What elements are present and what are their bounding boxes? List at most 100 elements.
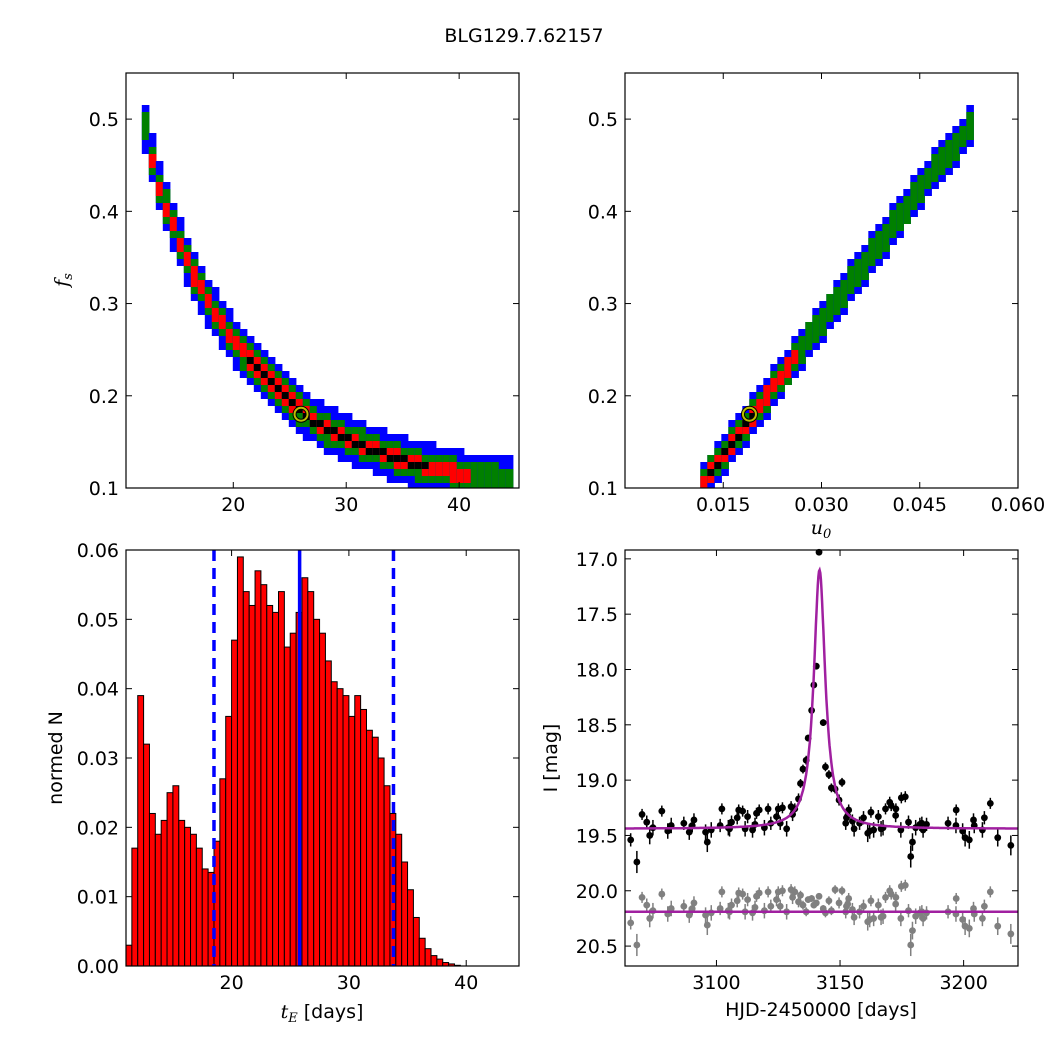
contour-cell-core (330, 427, 339, 434)
residual-point (808, 895, 816, 902)
y-tick-label: 0.02 (77, 817, 119, 839)
contour-cell-1-sigma (232, 336, 241, 350)
contour-cell-core (714, 462, 722, 469)
data-point (850, 825, 858, 833)
contour-cell-1-sigma (756, 399, 764, 413)
contour-cell-core (323, 427, 332, 434)
residual-point (845, 895, 853, 902)
residual-point (986, 888, 994, 896)
x-tick-label: 30 (334, 494, 358, 516)
residual-point (882, 894, 889, 901)
residual-point (979, 915, 986, 922)
data-point (779, 804, 786, 812)
residual-point (980, 902, 988, 910)
histogram-bar (225, 715, 233, 967)
y-tick-label: 19.5 (576, 825, 618, 847)
residual-point (892, 900, 900, 908)
histogram-bar (266, 604, 274, 967)
histogram-bar (383, 785, 391, 967)
x-axis-label: HJD-2450000 [days] (725, 999, 917, 1021)
histogram-bar (242, 591, 250, 967)
contour-cell-core (742, 420, 750, 427)
contour-cell-1-sigma (218, 315, 227, 329)
residual-point (892, 894, 900, 901)
residual-point (755, 889, 763, 897)
histogram-bar (201, 868, 209, 967)
histogram-bar (395, 833, 403, 967)
residual-point (718, 888, 726, 896)
contour-cell-2-sigma (505, 469, 514, 488)
histogram-bar (236, 556, 244, 967)
histogram-bar (360, 708, 367, 967)
contour-cell-1-sigma (791, 350, 799, 364)
histogram-bar (184, 826, 192, 967)
contour-cell-2-sigma (861, 252, 869, 280)
residual-point (867, 897, 875, 905)
residual-point (728, 901, 735, 909)
data-point (867, 808, 875, 816)
histogram-bar (436, 958, 444, 967)
data-point (797, 780, 804, 787)
data-point (819, 719, 827, 726)
x-axis-label: u0 (811, 517, 832, 542)
contour-cell-core (274, 385, 283, 392)
residual-point (897, 915, 905, 922)
contour-cell-core (260, 371, 269, 378)
x-tick-label: 0.045 (893, 494, 947, 516)
contour-cell-1-sigma (784, 357, 792, 378)
histogram-bar (195, 847, 203, 967)
data-point (633, 858, 641, 866)
contour-cells (700, 105, 974, 488)
light-curve-panel: 3100 3150 3200 17.0 17.5 18.0 18.5 19.0 19.5 20.0… (540, 548, 1019, 1021)
histogram-bar (219, 778, 227, 967)
contour-cell-2-sigma (889, 210, 897, 238)
y-tick-label: 0.2 (89, 386, 119, 408)
residual-point (797, 891, 804, 899)
contour-cell-core (316, 420, 325, 427)
y-tick-label: 19.0 (576, 770, 618, 792)
residual-point (870, 915, 878, 922)
contour-cell-1-sigma (435, 462, 444, 476)
y-tick-label: 0.5 (89, 109, 119, 131)
contour-cell-2-sigma (959, 126, 967, 147)
x-tick-label: 3100 (692, 972, 740, 994)
residual-point (667, 905, 675, 912)
contour-cell-2-sigma (896, 203, 904, 231)
contour-cell-core (337, 434, 346, 441)
contour-cell-core (386, 455, 395, 462)
data-point (643, 818, 651, 826)
residual-point (739, 890, 747, 898)
data-point (739, 807, 747, 815)
residual-point (815, 892, 823, 900)
contour-cell-1-sigma (700, 476, 708, 488)
histogram-bar (178, 819, 186, 967)
x-tick-label: 0.030 (794, 494, 848, 516)
histogram-bar (260, 584, 268, 967)
residual-point (812, 899, 820, 907)
histogram-bar (354, 695, 362, 967)
histogram-bar (336, 688, 344, 967)
data-point (892, 812, 900, 819)
y-axis-label: I [mag] (540, 724, 562, 793)
model-curve (625, 566, 1018, 830)
y-tick-label: 0.2 (588, 386, 618, 408)
x-tick-label: 30 (337, 972, 361, 994)
residual-point (887, 890, 895, 898)
contour-cell-2-sigma (833, 287, 841, 315)
histogram-bar (424, 948, 432, 967)
data-point (870, 826, 878, 834)
data-point (909, 838, 916, 846)
contour-cell-core (414, 462, 423, 469)
data-point (749, 826, 756, 834)
contour-cell-2-sigma (924, 168, 932, 189)
residual-point (685, 911, 693, 919)
histogram-bar (313, 618, 321, 967)
histogram-bar (348, 715, 356, 967)
y-tick-label: 0.04 (77, 679, 119, 701)
residual-point (799, 901, 807, 909)
y-tick-label: 0.05 (77, 609, 119, 631)
histogram-bar (254, 570, 262, 967)
contour-cell-1-sigma (225, 329, 234, 343)
data-point (994, 834, 1002, 842)
residual-point (901, 881, 909, 889)
